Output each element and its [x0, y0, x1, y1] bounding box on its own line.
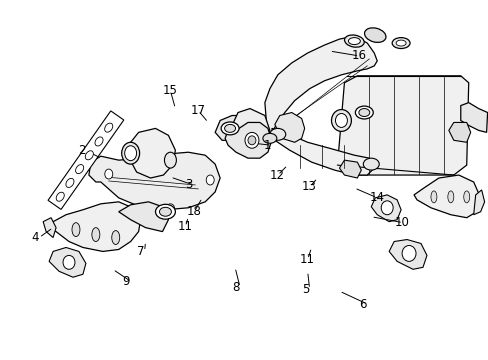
- FancyBboxPatch shape: [48, 111, 123, 210]
- Text: 14: 14: [368, 192, 384, 204]
- Ellipse shape: [164, 152, 176, 168]
- Text: 16: 16: [351, 49, 366, 63]
- Ellipse shape: [66, 179, 74, 188]
- Ellipse shape: [447, 191, 453, 203]
- Ellipse shape: [401, 246, 415, 261]
- Ellipse shape: [224, 125, 235, 132]
- Text: 8: 8: [232, 281, 239, 294]
- Text: 12: 12: [269, 168, 285, 181]
- Ellipse shape: [355, 106, 372, 119]
- Polygon shape: [49, 247, 86, 277]
- Text: 15: 15: [162, 84, 177, 97]
- Ellipse shape: [104, 123, 113, 132]
- Text: 3: 3: [185, 179, 192, 192]
- Ellipse shape: [244, 132, 258, 148]
- Ellipse shape: [430, 191, 436, 203]
- Polygon shape: [388, 239, 426, 269]
- Polygon shape: [128, 129, 175, 178]
- Ellipse shape: [166, 204, 174, 212]
- Polygon shape: [460, 103, 487, 132]
- Polygon shape: [46, 202, 141, 251]
- Ellipse shape: [463, 191, 469, 203]
- Ellipse shape: [95, 137, 103, 146]
- Ellipse shape: [363, 158, 379, 170]
- Ellipse shape: [347, 37, 360, 45]
- Ellipse shape: [76, 165, 83, 174]
- Text: 9: 9: [122, 275, 130, 288]
- Polygon shape: [274, 113, 304, 142]
- Polygon shape: [413, 175, 480, 218]
- Text: 2: 2: [78, 144, 85, 157]
- Ellipse shape: [92, 228, 100, 242]
- Polygon shape: [119, 202, 168, 231]
- Ellipse shape: [85, 151, 93, 160]
- Polygon shape: [473, 190, 484, 215]
- Ellipse shape: [159, 207, 171, 216]
- Ellipse shape: [124, 146, 136, 161]
- Ellipse shape: [391, 37, 409, 49]
- Ellipse shape: [335, 113, 346, 127]
- Ellipse shape: [381, 201, 392, 215]
- Ellipse shape: [269, 129, 285, 140]
- Polygon shape: [339, 160, 361, 178]
- Ellipse shape: [112, 231, 120, 244]
- Text: 1: 1: [264, 139, 271, 152]
- Polygon shape: [232, 109, 269, 152]
- Text: 4: 4: [31, 231, 39, 244]
- Ellipse shape: [56, 192, 64, 201]
- Ellipse shape: [104, 169, 113, 179]
- Ellipse shape: [344, 35, 364, 47]
- Polygon shape: [271, 129, 373, 175]
- Polygon shape: [224, 122, 271, 158]
- Text: 5: 5: [301, 283, 308, 296]
- Ellipse shape: [247, 136, 255, 145]
- Text: 6: 6: [359, 297, 366, 311]
- Ellipse shape: [122, 142, 139, 164]
- Text: 11: 11: [177, 220, 192, 233]
- Polygon shape: [264, 36, 376, 140]
- Ellipse shape: [72, 223, 80, 237]
- Ellipse shape: [221, 122, 239, 135]
- Text: 18: 18: [186, 205, 201, 218]
- Text: 11: 11: [299, 253, 314, 266]
- Ellipse shape: [358, 109, 369, 117]
- Polygon shape: [43, 218, 56, 238]
- Ellipse shape: [364, 28, 385, 42]
- Ellipse shape: [263, 133, 276, 143]
- Polygon shape: [89, 152, 220, 210]
- Polygon shape: [215, 116, 249, 140]
- Text: 17: 17: [190, 104, 205, 117]
- Polygon shape: [337, 76, 468, 175]
- Polygon shape: [448, 122, 470, 142]
- Ellipse shape: [63, 255, 75, 269]
- Text: 10: 10: [394, 216, 409, 229]
- Text: 7: 7: [136, 245, 144, 258]
- Ellipse shape: [155, 204, 175, 219]
- Text: 13: 13: [301, 180, 316, 193]
- Ellipse shape: [395, 40, 405, 46]
- Polygon shape: [370, 195, 400, 222]
- Ellipse shape: [206, 175, 214, 185]
- Ellipse shape: [331, 109, 351, 131]
